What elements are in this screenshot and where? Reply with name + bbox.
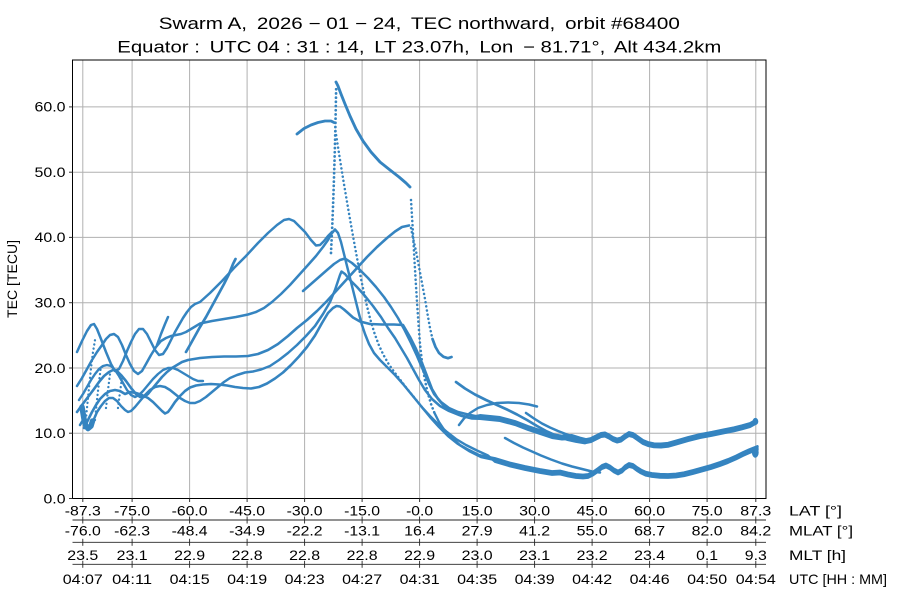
svg-text:-13.1: -13.1 <box>344 522 380 538</box>
svg-text:04:50: 04:50 <box>687 571 727 587</box>
svg-text:10.0: 10.0 <box>35 425 66 441</box>
svg-text:60.0: 60.0 <box>35 99 66 115</box>
svg-text:55.0: 55.0 <box>577 522 608 538</box>
svg-text:23.4: 23.4 <box>634 547 665 563</box>
svg-text:LAT [°]: LAT [°] <box>789 502 842 518</box>
svg-text:27.9: 27.9 <box>462 522 493 538</box>
svg-text:-60.0: -60.0 <box>172 502 208 518</box>
svg-text:75.0: 75.0 <box>692 502 723 518</box>
svg-text:41.2: 41.2 <box>519 522 550 538</box>
svg-text:-0.0: -0.0 <box>406 502 433 518</box>
svg-text:22.9: 22.9 <box>174 547 205 563</box>
svg-text:04:15: 04:15 <box>170 571 210 587</box>
svg-text:04:54: 04:54 <box>736 571 776 587</box>
svg-text:15.0: 15.0 <box>462 502 493 518</box>
svg-text:-75.0: -75.0 <box>114 502 150 518</box>
svg-text:22.8: 22.8 <box>232 547 263 563</box>
svg-text:04:42: 04:42 <box>572 571 612 587</box>
svg-text:-62.3: -62.3 <box>114 522 150 538</box>
svg-text:82.0: 82.0 <box>692 522 723 538</box>
svg-text:MLT [h]: MLT [h] <box>789 547 846 563</box>
svg-text:04:35: 04:35 <box>457 571 497 587</box>
svg-text:0.0: 0.0 <box>44 490 66 506</box>
svg-text:04:31: 04:31 <box>400 571 440 587</box>
svg-text:22.8: 22.8 <box>289 547 320 563</box>
svg-text:-30.0: -30.0 <box>287 502 323 518</box>
svg-text:30.0: 30.0 <box>35 295 66 311</box>
svg-text:-15.0: -15.0 <box>344 502 380 518</box>
svg-text:40.0: 40.0 <box>35 229 66 245</box>
svg-text:50.0: 50.0 <box>35 164 66 180</box>
svg-text:04:27: 04:27 <box>342 571 382 587</box>
svg-text:-45.0: -45.0 <box>229 502 265 518</box>
svg-text:04:46: 04:46 <box>630 571 670 587</box>
svg-text:04:23: 04:23 <box>285 571 325 587</box>
svg-text:-22.2: -22.2 <box>287 522 323 538</box>
svg-text:30.0: 30.0 <box>519 502 550 518</box>
svg-text:22.8: 22.8 <box>347 547 378 563</box>
svg-text:22.9: 22.9 <box>404 547 435 563</box>
svg-text:0.1: 0.1 <box>696 547 718 563</box>
svg-text:-76.0: -76.0 <box>65 522 101 538</box>
svg-text:-48.4: -48.4 <box>172 522 208 538</box>
svg-text:23.2: 23.2 <box>577 547 608 563</box>
svg-text:-34.9: -34.9 <box>229 522 265 538</box>
svg-text:9.3: 9.3 <box>745 547 767 563</box>
svg-text:04:19: 04:19 <box>227 571 267 587</box>
svg-text:UTC [HH : MM]: UTC [HH : MM] <box>789 571 887 587</box>
svg-text:04:39: 04:39 <box>515 571 555 587</box>
svg-text:68.7: 68.7 <box>634 522 665 538</box>
svg-text:87.3: 87.3 <box>740 502 771 518</box>
svg-text:16.4: 16.4 <box>404 522 435 538</box>
svg-text:04:07: 04:07 <box>63 571 103 587</box>
svg-text:23.1: 23.1 <box>519 547 550 563</box>
svg-text:23.1: 23.1 <box>117 547 148 563</box>
svg-text:Swarm A, 2026 − 01 − 24, TEC: Swarm A, 2026 − 01 − 24, TEC northward, … <box>159 15 680 33</box>
svg-text:04:11: 04:11 <box>112 571 152 587</box>
svg-text:-87.3: -87.3 <box>65 502 101 518</box>
svg-text:45.0: 45.0 <box>577 502 608 518</box>
svg-text:TEC [TECU]: TEC [TECU] <box>4 240 20 318</box>
svg-text:60.0: 60.0 <box>634 502 665 518</box>
svg-text:23.0: 23.0 <box>462 547 493 563</box>
svg-text:23.5: 23.5 <box>67 547 98 563</box>
svg-text:20.0: 20.0 <box>35 360 66 376</box>
svg-text:MLAT [°]: MLAT [°] <box>789 522 853 538</box>
svg-text:Equator : UTC 04 : 31 : 14,: Equator : UTC 04 : 31 : 14, LT 23.07h, L… <box>117 39 721 57</box>
svg-text:84.2: 84.2 <box>740 522 771 538</box>
